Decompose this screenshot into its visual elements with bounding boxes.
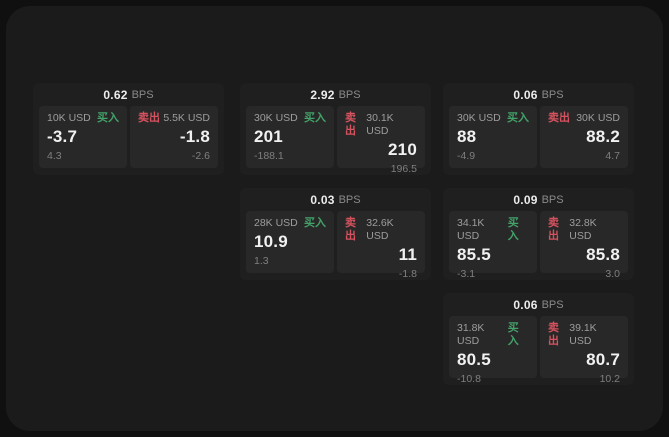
sell-amount-label: 32.8K USD (569, 217, 597, 242)
quote-card: 0.09 BPS 34.1K USD 买入 85.5 -3.1 卖出 32.8K… (443, 188, 634, 280)
quote-panels: 10K USD 买入 -3.7 4.3 卖出 5.5K USD -1.8 -2.… (33, 106, 224, 168)
sell-quote-panel[interactable]: 卖出 30K USD 88.2 4.7 (540, 106, 628, 168)
quote-panels: 34.1K USD 买入 85.5 -3.1 卖出 32.8K USD 85.8… (443, 211, 634, 280)
sell-price: 85.8 (586, 245, 620, 264)
buy-button[interactable]: 买入 (507, 112, 529, 124)
sell-button[interactable]: 卖出 (548, 322, 559, 347)
buy-quote-panel[interactable]: 30K USD 买入 88 -4.9 (449, 106, 537, 168)
buy-delta: 4.3 (47, 150, 62, 162)
bps-value: 2.92 (310, 87, 335, 102)
sell-amount-label: 39.1K USD (569, 322, 597, 347)
bps-header: 0.62 BPS (33, 83, 224, 106)
buy-amount-label: 31.8K USD (457, 322, 485, 347)
sell-delta: 10.2 (599, 373, 620, 385)
bps-value: 0.06 (513, 87, 538, 102)
sell-button[interactable]: 卖出 (548, 217, 559, 242)
bps-value: 0.62 (103, 87, 128, 102)
buy-price: 80.5 (457, 350, 491, 369)
buy-quote-panel[interactable]: 28K USD 买入 10.9 1.3 (246, 211, 334, 273)
sell-button[interactable]: 卖出 (138, 112, 160, 124)
bps-unit-label: BPS (338, 88, 361, 101)
buy-quote-panel[interactable]: 34.1K USD 买入 85.5 -3.1 (449, 211, 537, 280)
bps-header: 0.06 BPS (443, 83, 634, 106)
bps-unit-label: BPS (541, 88, 564, 101)
buy-button[interactable]: 买入 (304, 217, 326, 229)
bps-value: 0.03 (310, 192, 335, 207)
buy-delta: 1.3 (254, 255, 269, 267)
sell-delta: 3.0 (605, 268, 620, 280)
quote-panels: 28K USD 买入 10.9 1.3 卖出 32.6K USD 11 -1.8 (240, 211, 431, 280)
buy-price: 201 (254, 127, 283, 146)
sell-quote-panel[interactable]: 卖出 30.1K USD 210 196.5 (337, 106, 425, 175)
buy-delta: -188.1 (254, 150, 284, 162)
bps-unit-label: BPS (541, 193, 564, 206)
buy-price: 10.9 (254, 232, 288, 251)
sell-button[interactable]: 卖出 (345, 112, 356, 137)
sell-amount-label: 5.5K USD (163, 112, 210, 124)
quote-panels: 30K USD 买入 88 -4.9 卖出 30K USD 88.2 4.7 (443, 106, 634, 168)
bps-value: 0.09 (513, 192, 538, 207)
bps-unit-label: BPS (338, 193, 361, 206)
sell-price: -1.8 (179, 127, 210, 146)
bps-header: 2.92 BPS (240, 83, 431, 106)
buy-amount-label: 34.1K USD (457, 217, 485, 242)
sell-price: 88.2 (586, 127, 620, 146)
bps-header: 0.03 BPS (240, 188, 431, 211)
sell-amount-label: 30.1K USD (366, 112, 394, 137)
bps-unit-label: BPS (541, 298, 564, 311)
buy-amount-label: 28K USD (254, 217, 298, 229)
sell-quote-panel[interactable]: 卖出 5.5K USD -1.8 -2.6 (130, 106, 218, 168)
quote-panels: 30K USD 买入 201 -188.1 卖出 30.1K USD 210 1… (240, 106, 431, 175)
sell-price: 210 (388, 140, 417, 159)
sell-delta: 4.7 (605, 150, 620, 162)
sell-button[interactable]: 卖出 (345, 217, 356, 242)
quote-card: 0.06 BPS 30K USD 买入 88 -4.9 卖出 30K USD 8… (443, 83, 634, 175)
sell-quote-panel[interactable]: 卖出 32.6K USD 11 -1.8 (337, 211, 425, 280)
sell-amount-label: 32.6K USD (366, 217, 394, 242)
quote-card: 0.62 BPS 10K USD 买入 -3.7 4.3 卖出 5.5K USD… (33, 83, 224, 175)
buy-quote-panel[interactable]: 31.8K USD 买入 80.5 -10.8 (449, 316, 537, 385)
sell-price: 11 (398, 245, 417, 264)
bps-header: 0.09 BPS (443, 188, 634, 211)
buy-button[interactable]: 买入 (304, 112, 326, 124)
sell-amount-label: 30K USD (576, 112, 620, 124)
sell-button[interactable]: 卖出 (548, 112, 570, 124)
sell-delta: -1.8 (398, 268, 417, 280)
buy-price: -3.7 (47, 127, 78, 146)
sell-quote-panel[interactable]: 卖出 39.1K USD 80.7 10.2 (540, 316, 628, 385)
buy-button[interactable]: 买入 (507, 217, 519, 242)
sell-price: 80.7 (586, 350, 620, 369)
sell-delta: 196.5 (390, 163, 417, 175)
buy-quote-panel[interactable]: 30K USD 买入 201 -188.1 (246, 106, 334, 168)
buy-delta: -3.1 (457, 268, 476, 280)
bps-header: 0.06 BPS (443, 293, 634, 316)
buy-delta: -10.8 (457, 373, 481, 385)
quote-card: 2.92 BPS 30K USD 买入 201 -188.1 卖出 30.1K … (240, 83, 431, 175)
bps-value: 0.06 (513, 297, 538, 312)
quote-card: 0.03 BPS 28K USD 买入 10.9 1.3 卖出 32.6K US… (240, 188, 431, 280)
buy-price: 88 (457, 127, 477, 146)
buy-button[interactable]: 买入 (97, 112, 119, 124)
buy-price: 85.5 (457, 245, 491, 264)
buy-button[interactable]: 买入 (507, 322, 519, 347)
buy-amount-label: 30K USD (254, 112, 298, 124)
sell-delta: -2.6 (191, 150, 210, 162)
bps-unit-label: BPS (131, 88, 154, 101)
buy-quote-panel[interactable]: 10K USD 买入 -3.7 4.3 (39, 106, 127, 168)
buy-delta: -4.9 (457, 150, 476, 162)
quote-card: 0.06 BPS 31.8K USD 买入 80.5 -10.8 卖出 39.1… (443, 293, 634, 385)
quote-panels: 31.8K USD 买入 80.5 -10.8 卖出 39.1K USD 80.… (443, 316, 634, 385)
sell-quote-panel[interactable]: 卖出 32.8K USD 85.8 3.0 (540, 211, 628, 280)
buy-amount-label: 30K USD (457, 112, 501, 124)
buy-amount-label: 10K USD (47, 112, 91, 124)
